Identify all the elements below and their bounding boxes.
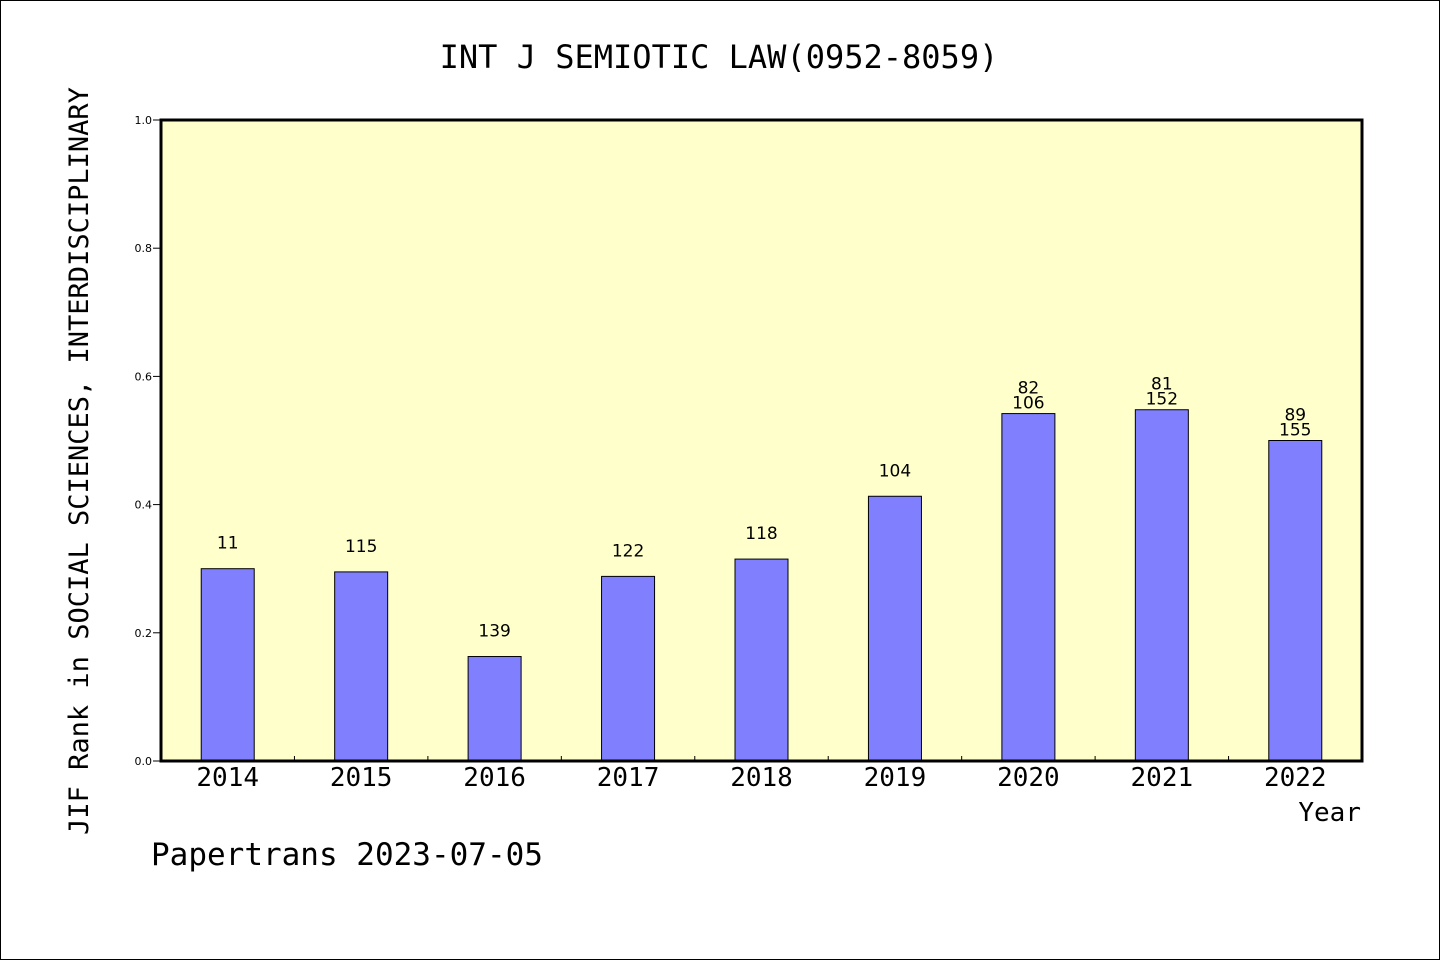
x-tick-label: 2016 (463, 763, 526, 793)
bars-group (200, 409, 1323, 762)
ticks-group: 0.0 0.2 0.4 0.6 0.8 1.0 2014 2015 2016 2017 2018 20… (135, 114, 1327, 793)
plot-border (159, 118, 1364, 763)
bar-2018 (734, 558, 789, 762)
data-label: 118 (745, 524, 777, 544)
data-label-top: 82 (1018, 379, 1040, 399)
data-label: 11 (217, 534, 239, 554)
x-tick-label: 2014 (196, 763, 259, 793)
y-tick-label: 0.0 (135, 755, 153, 768)
x-tick-label: 2015 (330, 763, 393, 793)
data-label-bottom: 155 (1279, 421, 1311, 441)
bar-2019 (867, 495, 922, 762)
y-tick-label: 1.0 (135, 114, 153, 127)
y-axis-label: JIF Rank in SOCIAL SCIENCES, INTERDISCIP… (64, 87, 95, 835)
bar-2022 (1268, 440, 1323, 762)
data-label-bottom: 152 (1146, 390, 1178, 410)
x-tick-label: 2020 (997, 763, 1060, 793)
data-label: 139 (478, 622, 510, 642)
y-tick-label: 0.4 (135, 499, 153, 512)
y-tick-label: 0.2 (135, 627, 153, 640)
bar-2017 (601, 575, 656, 762)
bar-2020 (1001, 413, 1056, 762)
bar-2021 (1134, 409, 1189, 762)
x-tick-label: 2022 (1264, 763, 1327, 793)
x-axis-label: Year (1298, 798, 1361, 828)
x-tick-label: 2019 (864, 763, 927, 793)
x-tick-label: 2021 (1131, 763, 1194, 793)
x-tick-label: 2018 (730, 763, 793, 793)
data-label: 115 (345, 537, 377, 557)
data-label-bottom: 106 (1012, 394, 1044, 414)
bar-2014 (200, 568, 255, 762)
y-tick-label: 0.6 (135, 370, 153, 383)
data-label-top: 89 (1284, 406, 1306, 426)
x-tick-label: 2017 (597, 763, 660, 793)
data-label: 104 (879, 461, 911, 481)
y-tick-label: 0.8 (135, 242, 153, 255)
bar-2016 (467, 656, 522, 762)
data-label: 122 (612, 541, 644, 561)
chart-title: INT J SEMIOTIC LAW(0952-8059) (440, 38, 999, 76)
footer-credit: Papertrans 2023-07-05 (151, 837, 543, 873)
bar-2015 (334, 571, 389, 762)
data-label-top: 81 (1151, 375, 1173, 395)
